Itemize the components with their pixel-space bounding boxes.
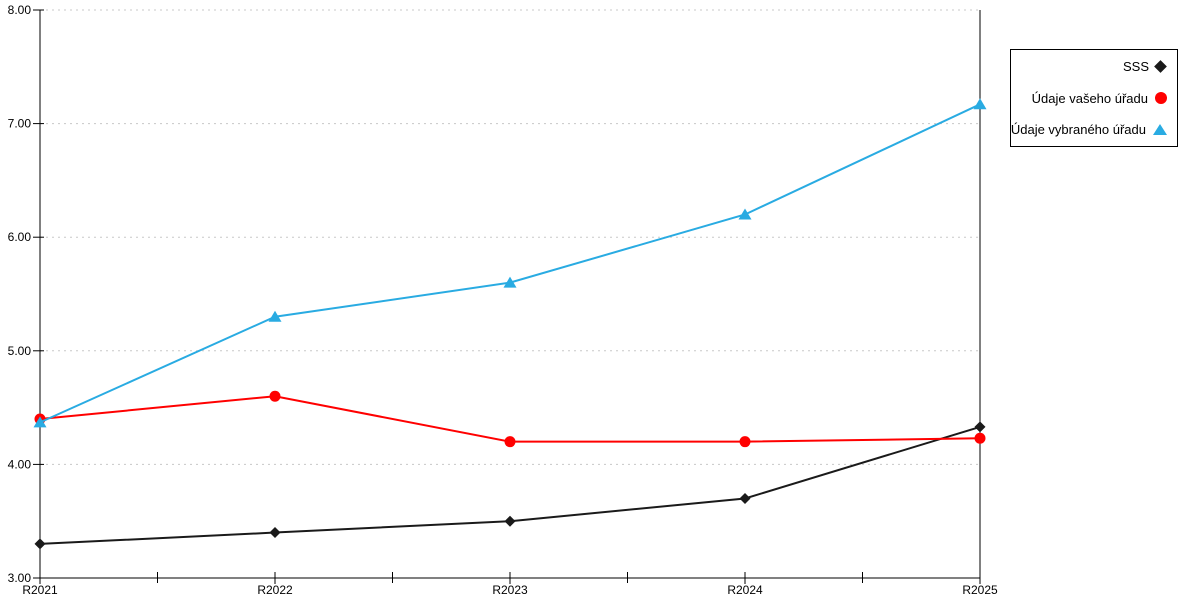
x-axis-tick-label: R2022: [257, 583, 293, 597]
legend-label-sss: SSS: [1122, 59, 1149, 74]
data-point-diamond: [974, 421, 986, 433]
data-point-diamond: [34, 538, 46, 550]
x-axis-tick-label: R2025: [962, 583, 998, 597]
y-axis-tick-label: 5.00: [8, 344, 32, 358]
data-point-triangle: [973, 98, 987, 110]
triangle-marker-icon: [1153, 124, 1167, 135]
data-point-diamond: [269, 527, 281, 539]
legend-item-sss: SSS: [1021, 59, 1167, 74]
data-point-diamond: [504, 515, 516, 527]
data-point-triangle: [33, 416, 47, 428]
legend-label-udaje-vybraneho-uradu: Údaje vybraného úřadu: [1010, 122, 1146, 137]
x-axis-tick-label: R2023: [492, 583, 528, 597]
legend-label-udaje-vaseho-uradu: Údaje vašeho úřadu: [1031, 90, 1148, 106]
y-axis-tick-label: 4.00: [8, 457, 32, 471]
data-point-circle: [739, 436, 751, 448]
x-axis-tick-label: R2024: [727, 583, 763, 597]
y-axis-tick-label: 7.00: [8, 117, 32, 131]
legend-item-udaje-vybraneho-uradu: Údaje vybraného úřadu: [1011, 122, 1167, 137]
series-line: [39, 103, 981, 424]
legend-item-udaje-vaseho-uradu: Údaje vašeho úřadu: [1021, 91, 1167, 106]
data-point-triangle: [738, 208, 752, 220]
y-axis-tick-label: 8.00: [8, 3, 32, 17]
data-point-triangle: [503, 276, 517, 288]
series-line: [39, 395, 981, 443]
y-axis-tick-label: 6.00: [8, 230, 32, 244]
data-point-triangle: [268, 310, 282, 322]
circle-marker-icon: [1155, 92, 1167, 104]
data-point-circle: [269, 390, 281, 402]
data-point-diamond: [739, 492, 751, 504]
y-axis-tick-label: 3.00: [8, 571, 32, 585]
data-point-circle: [974, 432, 986, 444]
data-point-circle: [504, 436, 516, 448]
chart-legend: SSS Údaje vašeho úřadu Údaje vybraného ú…: [1010, 49, 1178, 147]
x-axis-tick-label: R2021: [22, 583, 58, 597]
diamond-marker-icon: [1154, 60, 1167, 73]
